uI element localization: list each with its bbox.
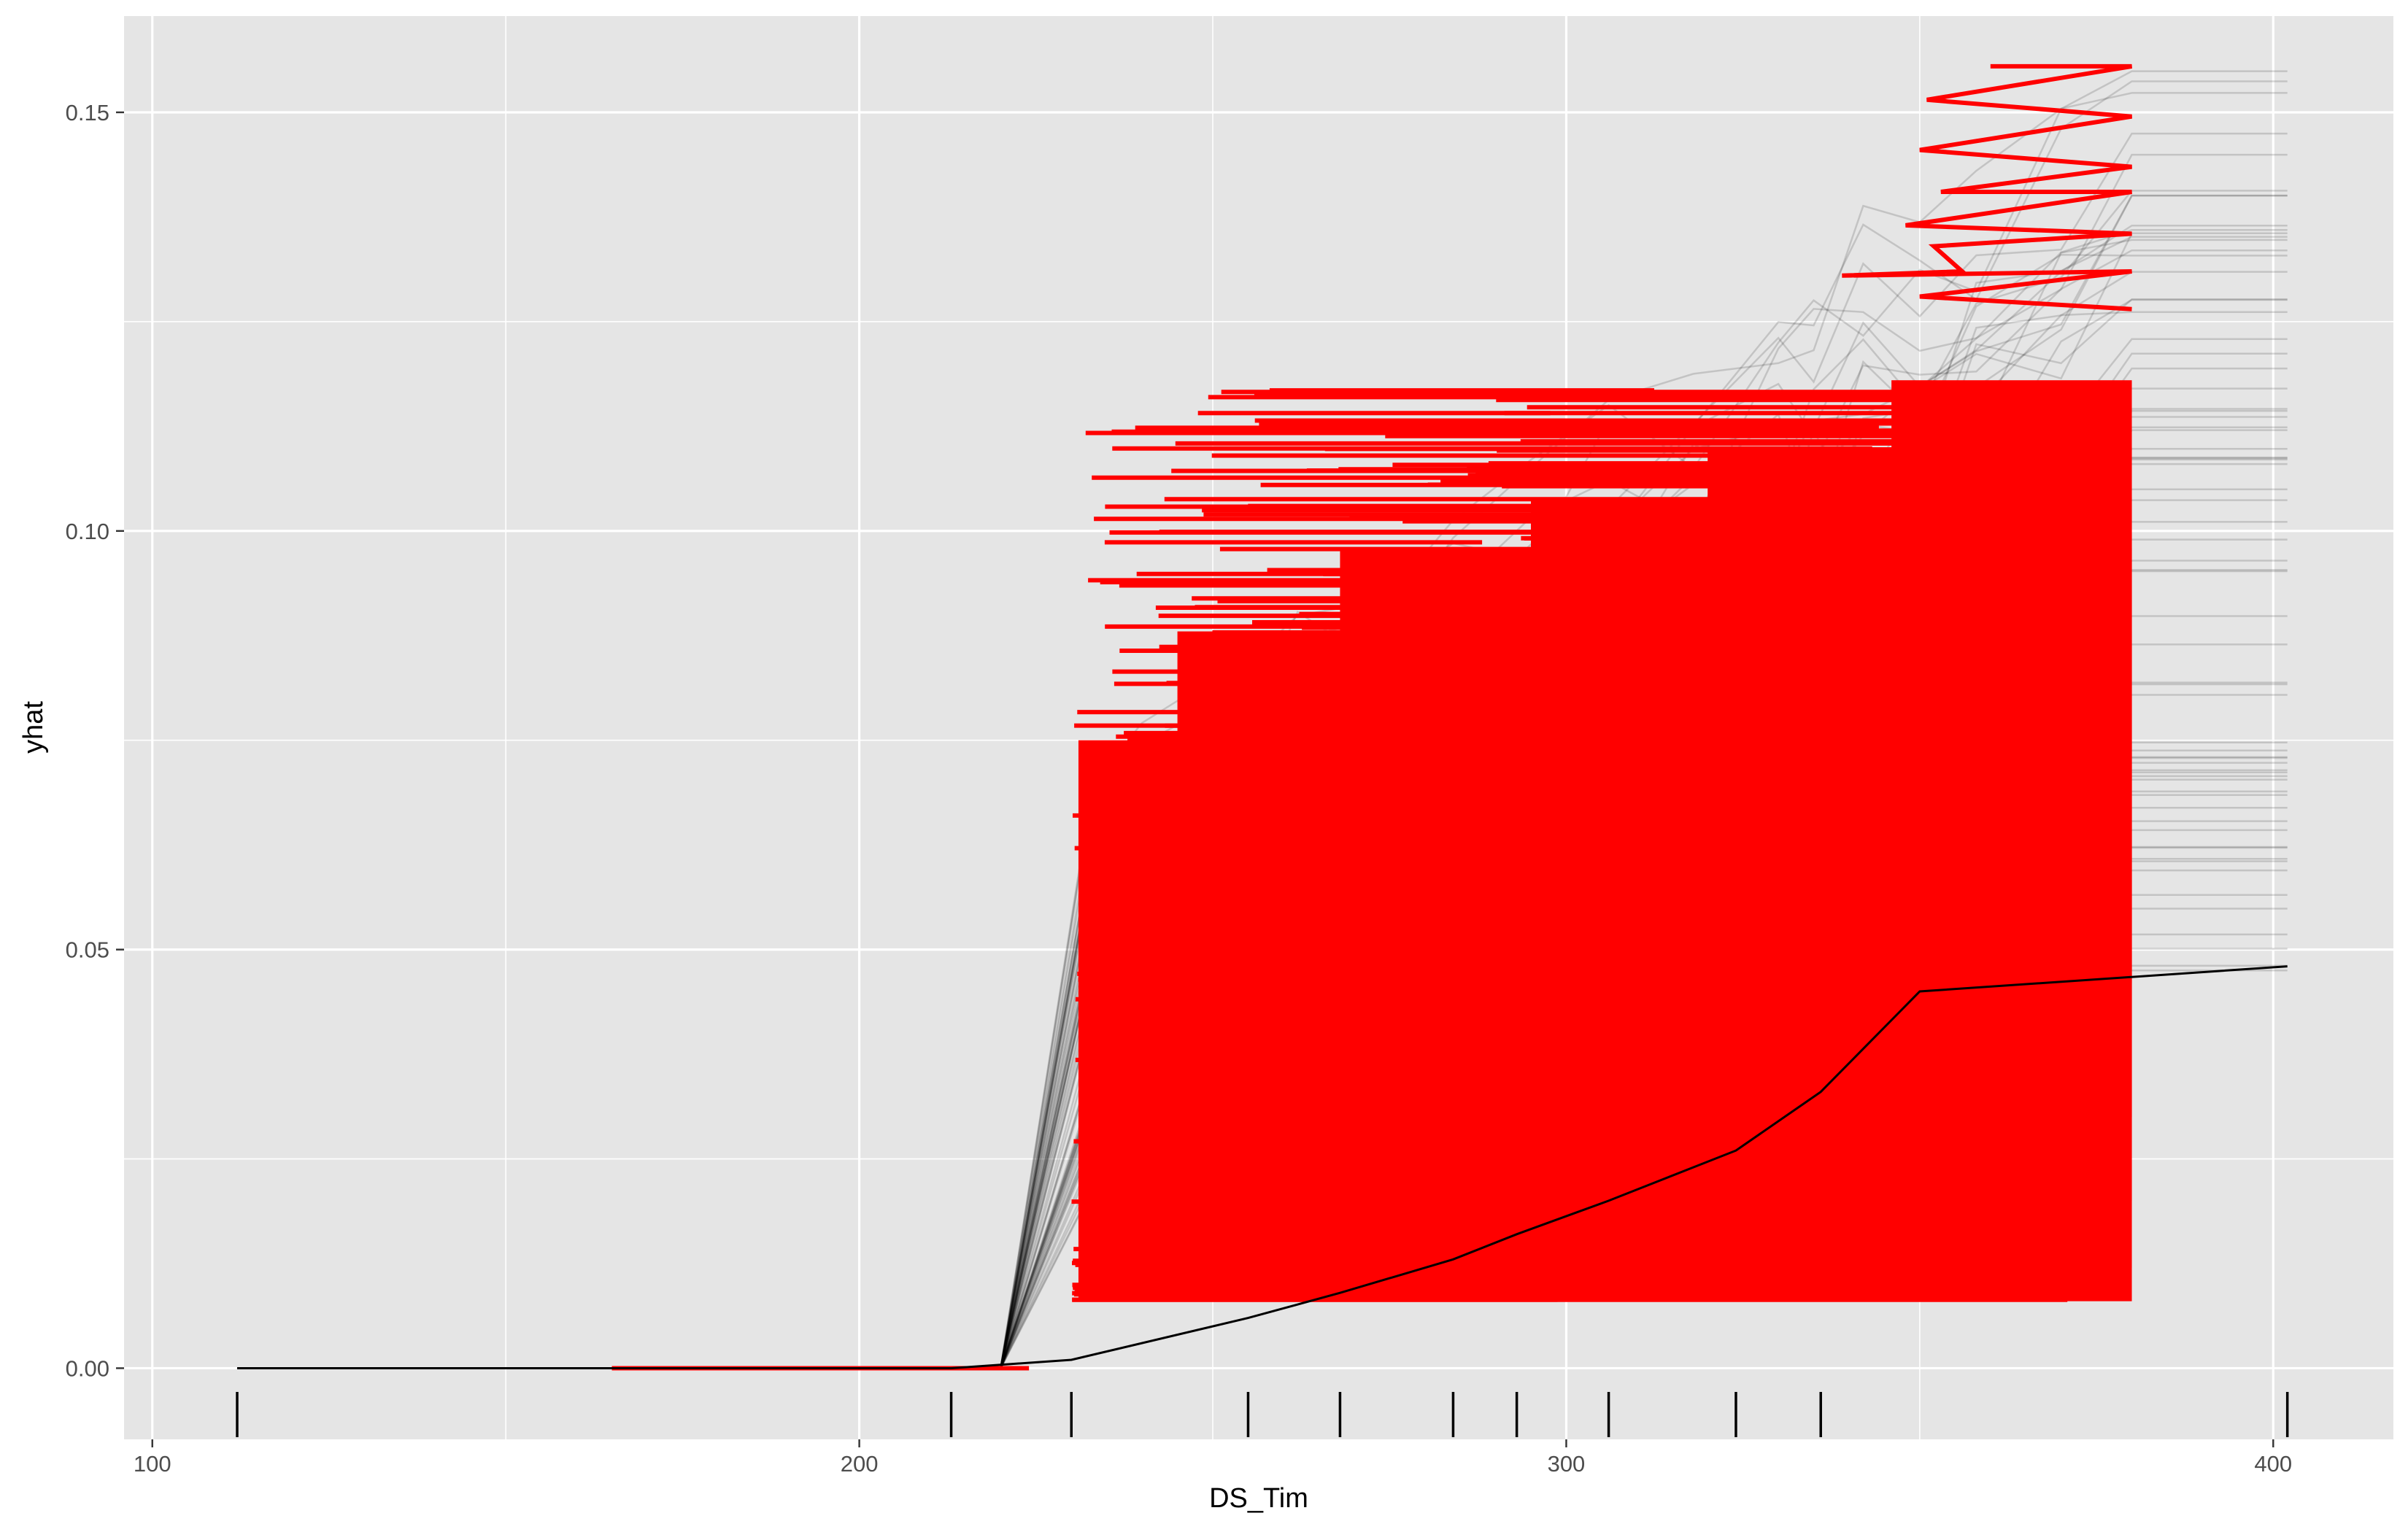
highlight-lines: [611, 63, 2132, 1371]
x-tick-label: 300: [1548, 1451, 1586, 1477]
y-tick-label: 0.00: [66, 1355, 109, 1381]
y-tick-label: 0.10: [66, 519, 109, 544]
y-tick-label: 0.15: [66, 100, 109, 125]
rug-marks: [236, 1392, 2289, 1437]
reference-line-path: [237, 965, 2288, 1369]
y-tick-label: 0.05: [66, 937, 109, 963]
x-axis: 100 200 300 400: [134, 1439, 2292, 1477]
reference-line: [237, 965, 2288, 1369]
highlight-zigzag: [1842, 63, 2132, 312]
x-tick-label: 400: [2254, 1451, 2292, 1477]
x-axis-title: DS_Tim: [1209, 1483, 1308, 1514]
x-tick-label: 100: [134, 1451, 171, 1477]
y-axis: 0.00 0.05 0.10 0.15: [66, 100, 124, 1381]
y-axis-title: yhat: [18, 701, 49, 754]
highlight-block: [1891, 380, 2132, 983]
x-tick-label: 200: [841, 1451, 879, 1477]
